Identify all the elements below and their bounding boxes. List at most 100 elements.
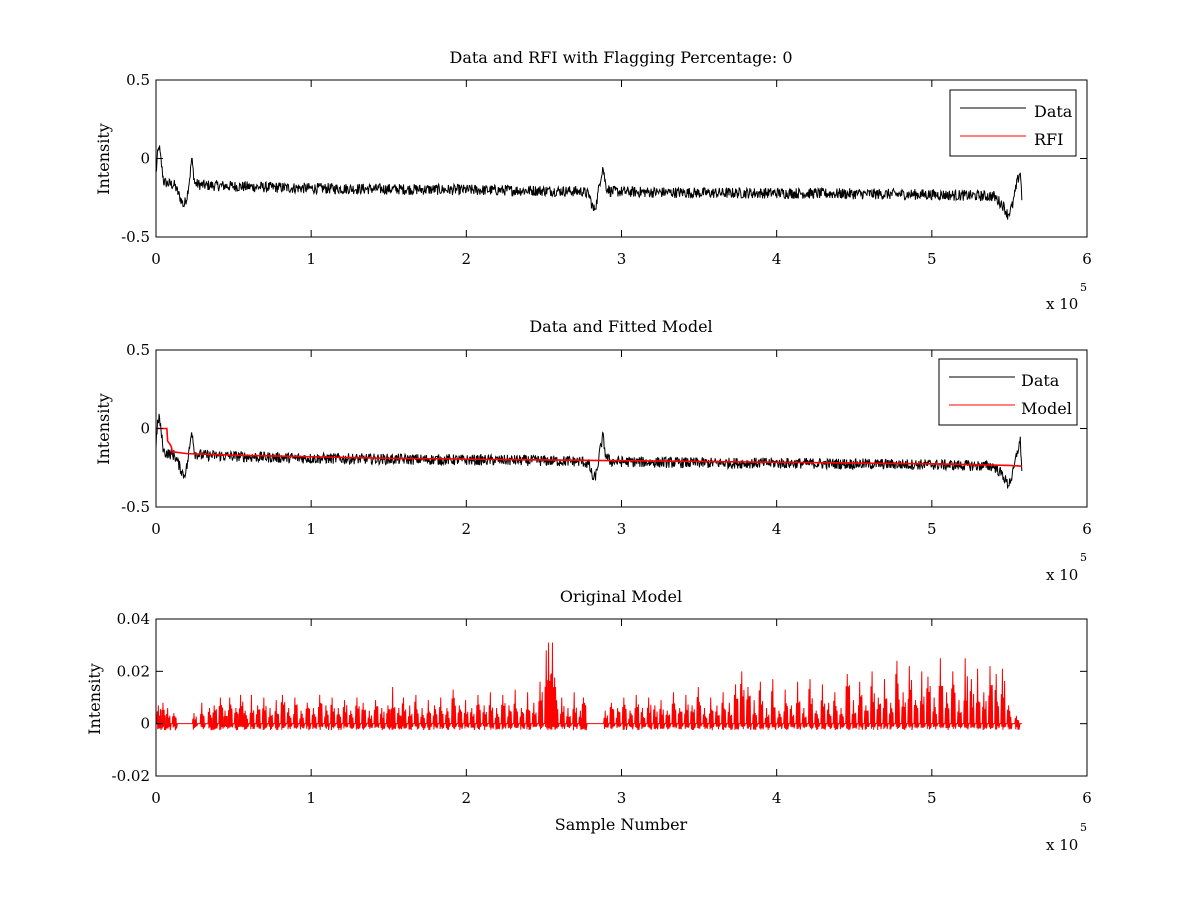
model-spike	[268, 707, 275, 730]
model-spike	[348, 710, 355, 729]
model-spike	[407, 705, 414, 731]
model-spike	[494, 707, 501, 730]
model-spike	[659, 700, 666, 729]
model-spike	[396, 707, 403, 730]
model-spike	[373, 700, 380, 729]
model-spike	[243, 710, 250, 730]
model-spike	[714, 705, 721, 730]
model-spike	[323, 705, 330, 731]
axis-ticks: 0 1 2 3 4 5 6-0.500.5	[121, 341, 1092, 538]
model-spike	[457, 705, 464, 731]
x-tick-label: 3	[617, 789, 627, 807]
model-spike	[199, 702, 206, 730]
x-tick-label: 2	[462, 250, 472, 268]
model-spike	[438, 697, 445, 730]
series-line-data	[155, 145, 1023, 220]
model-spike	[238, 694, 245, 728]
x-tick-label: 5	[927, 520, 937, 538]
model-spike	[894, 660, 901, 729]
model-spike	[770, 679, 777, 730]
model-spike	[956, 700, 964, 729]
model-spike	[342, 700, 349, 729]
model-spike	[475, 694, 483, 730]
model-spike	[191, 713, 199, 730]
model-spike	[488, 692, 495, 730]
y-tick-label: 0.5	[126, 341, 150, 359]
x-multiplier-exponent: 5	[1080, 821, 1087, 834]
model-spike	[733, 684, 740, 730]
legend: Data Model	[938, 358, 1078, 426]
x-tick-label: 5	[927, 250, 937, 268]
model-spike	[165, 707, 172, 731]
x-tick-label: 5	[927, 789, 937, 807]
subplot-title: Data and RFI with Flagging Percentage: 0	[449, 48, 792, 67]
y-tick-label: 0.5	[126, 71, 150, 89]
model-spike	[218, 697, 225, 731]
model-spike	[565, 707, 573, 729]
x-tick-label: 3	[617, 250, 627, 268]
model-spike	[969, 679, 976, 729]
x-tick-label: 0	[151, 789, 161, 807]
model-spike	[888, 702, 895, 730]
x-multiplier-label: x 10	[1046, 295, 1078, 313]
x-tick-label: 4	[772, 789, 782, 807]
model-spike	[721, 692, 728, 731]
model-spike	[925, 676, 933, 730]
legend-label-model: Model	[1021, 399, 1072, 418]
model-spike	[975, 668, 982, 730]
model-spike	[826, 702, 833, 730]
model-spike	[469, 707, 476, 730]
model-spike	[752, 700, 759, 730]
model-spike	[807, 679, 815, 730]
model-spike	[795, 681, 802, 730]
model-spike	[531, 702, 538, 728]
model-spike	[845, 673, 852, 731]
x-tick-label: 3	[617, 520, 627, 538]
model-spike	[317, 694, 324, 730]
model-spike	[255, 705, 262, 729]
model-spike	[1000, 668, 1007, 730]
plot-area	[155, 413, 1023, 489]
x-tick-label: 6	[1082, 789, 1092, 807]
subplot-title: Original Model	[560, 587, 682, 606]
subplot-title: Data and Fitted Model	[529, 317, 712, 336]
model-spike	[385, 705, 393, 730]
model-spike	[160, 702, 168, 731]
legend-label-data: Data	[1021, 371, 1060, 390]
model-spike	[690, 705, 697, 731]
model-spike	[280, 694, 287, 730]
x-tick-label: 1	[306, 789, 316, 807]
model-spike	[603, 710, 610, 730]
model-spike	[249, 694, 256, 730]
x-axis-multiplier: x 10 5	[1046, 281, 1087, 313]
model-spike	[1014, 715, 1021, 730]
model-spike	[801, 707, 808, 729]
model-spike	[572, 692, 579, 731]
model-spike	[292, 697, 299, 729]
x-tick-label: 1	[306, 250, 316, 268]
model-spike	[758, 681, 765, 730]
model-spike	[932, 697, 939, 730]
model-spike	[776, 710, 784, 730]
legend: Data RFI	[949, 89, 1077, 157]
model-spike	[286, 707, 293, 730]
model-spike	[444, 707, 451, 730]
model-spike	[482, 705, 489, 731]
model-spike	[919, 671, 926, 728]
model-spike	[330, 697, 337, 731]
model-spike	[336, 707, 343, 731]
y-tick-label: -0.5	[121, 498, 150, 516]
y-tick-label: 0	[140, 715, 150, 733]
model-spike	[857, 681, 864, 730]
model-spike	[609, 702, 616, 730]
model-spike	[944, 692, 951, 731]
model-spike	[863, 705, 870, 730]
model-spike	[227, 697, 234, 728]
model-spike	[683, 694, 690, 729]
x-axis-multiplier: x 10 5	[1046, 821, 1087, 854]
legend-label-data: Data	[1034, 102, 1073, 121]
y-tick-label: 0	[140, 150, 150, 168]
model-spike	[390, 687, 397, 730]
x-tick-label: 4	[772, 520, 782, 538]
model-spike	[994, 673, 1001, 730]
